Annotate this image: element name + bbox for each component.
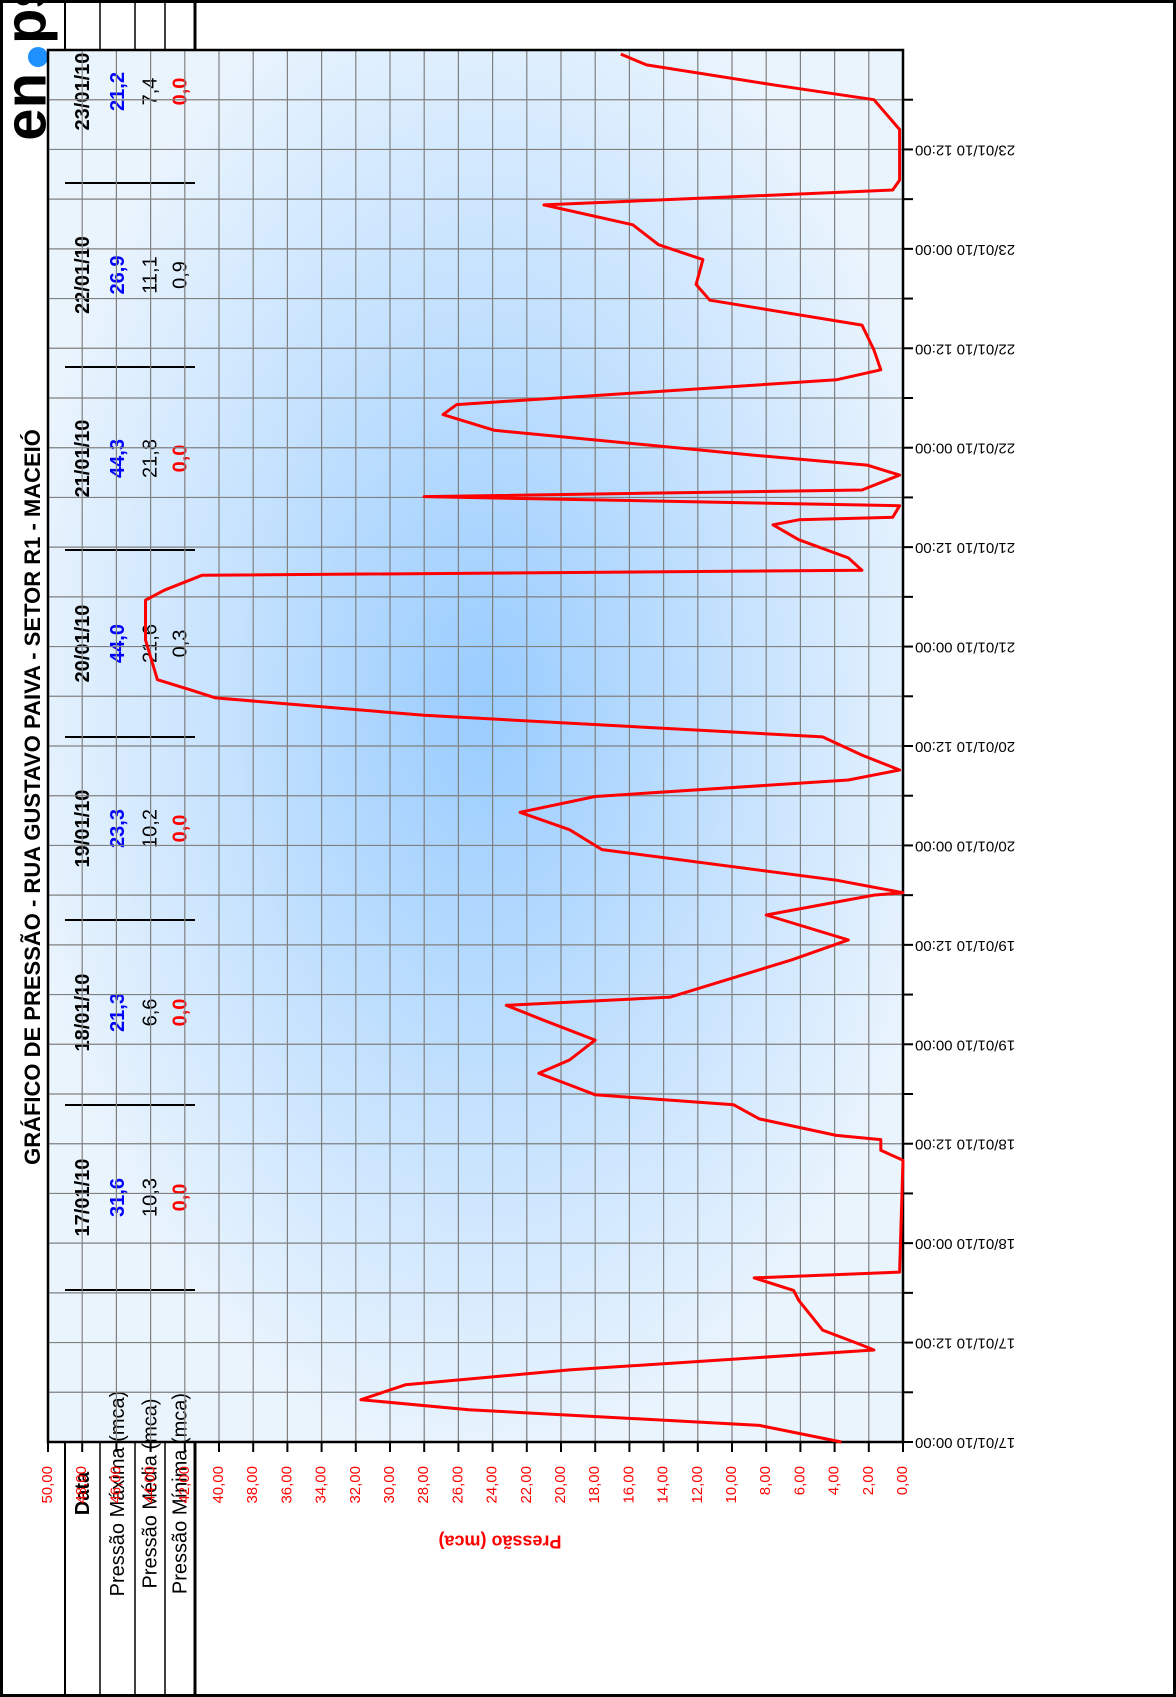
table-cell: 21,2 [107,72,129,111]
table-cell: 44,0 [107,624,129,663]
y-tick-label: 36,00 [278,1466,295,1504]
y-tick-label: 28,00 [415,1466,432,1504]
table-cell: 21,3 [107,993,129,1032]
y-tick-label: 8,00 [757,1466,774,1495]
table-header: Data [72,1471,94,1515]
x-tick-label: 19/01/10 12:00 [915,937,1015,954]
y-tick-label: 44,00 [142,1466,159,1504]
y-tick-label: 48,00 [73,1466,90,1504]
table-cell: 23,3 [107,809,129,848]
row-label: Pressão Média (mca) [139,1398,161,1588]
x-tick-label: 18/01/10 12:00 [915,1136,1015,1153]
x-tick-label: 19/01/10 00:00 [915,1036,1015,1053]
x-tick-label: 20/01/10 00:00 [915,837,1015,854]
y-tick-label: 26,00 [449,1466,466,1504]
x-tick-label: 22/01/10 00:00 [915,440,1015,457]
y-tick-label: 46,00 [107,1466,124,1504]
x-tick-label: 22/01/10 12:00 [915,340,1015,357]
y-tick-label: 42,00 [176,1466,193,1504]
logo-right: ps [0,0,58,44]
table-cell: 0,0 [169,999,191,1027]
y-tick-label: 20,00 [552,1466,569,1504]
title: GRÁFICO DE PRESSÃO - RUA GUSTAVO PAIVA -… [20,429,45,1165]
table-cell: 0,0 [169,445,191,473]
y-axis-title: Pressão (mca) [438,1531,561,1551]
y-tick-label: 18,00 [586,1466,603,1504]
y-tick-label: 24,00 [484,1466,501,1504]
table-cell: 26,9 [107,256,129,295]
y-tick-label: 16,00 [620,1466,637,1504]
table-cell: 0,0 [169,78,191,106]
table-cell: 0,0 [169,815,191,843]
y-tick-label: 34,00 [313,1466,330,1504]
x-tick-label: 20/01/10 12:00 [915,738,1015,755]
y-tick-label: 32,00 [347,1466,364,1504]
table-cell: 31,6 [107,1178,129,1217]
y-tick-label: 40,00 [210,1466,227,1504]
y-tick-label: 14,00 [655,1466,672,1504]
y-tick-label: 12,00 [689,1466,706,1504]
x-tick-label: 21/01/10 12:00 [915,539,1015,556]
table-cell: 0,0 [169,1184,191,1212]
x-tick-label: 21/01/10 00:00 [915,639,1015,656]
table-cell: 0,3 [169,630,191,658]
x-tick-label: 17/01/10 00:00 [915,1434,1015,1451]
logo-dot [28,47,48,67]
y-tick-label: 2,00 [860,1466,877,1495]
y-tick-label: 0,00 [894,1466,911,1495]
y-tick-label: 6,00 [791,1466,808,1495]
table-cell: 0,9 [169,261,191,289]
x-tick-label: 18/01/10 00:00 [915,1235,1015,1252]
y-tick-label: 50,00 [39,1466,56,1504]
y-tick-label: 30,00 [381,1466,398,1504]
pressure-line [144,52,905,1444]
table-cell: 44,3 [107,439,129,478]
y-tick-label: 22,00 [518,1466,535,1504]
y-tick-label: 10,00 [723,1466,740,1504]
y-tick-label: 38,00 [244,1466,261,1504]
plot-border [46,48,905,1444]
x-tick-label: 23/01/10 12:00 [915,141,1015,158]
y-tick-label: 4,00 [826,1466,843,1495]
x-tick-label: 17/01/10 12:00 [915,1335,1015,1352]
x-tick-label: 23/01/10 00:00 [915,241,1015,258]
